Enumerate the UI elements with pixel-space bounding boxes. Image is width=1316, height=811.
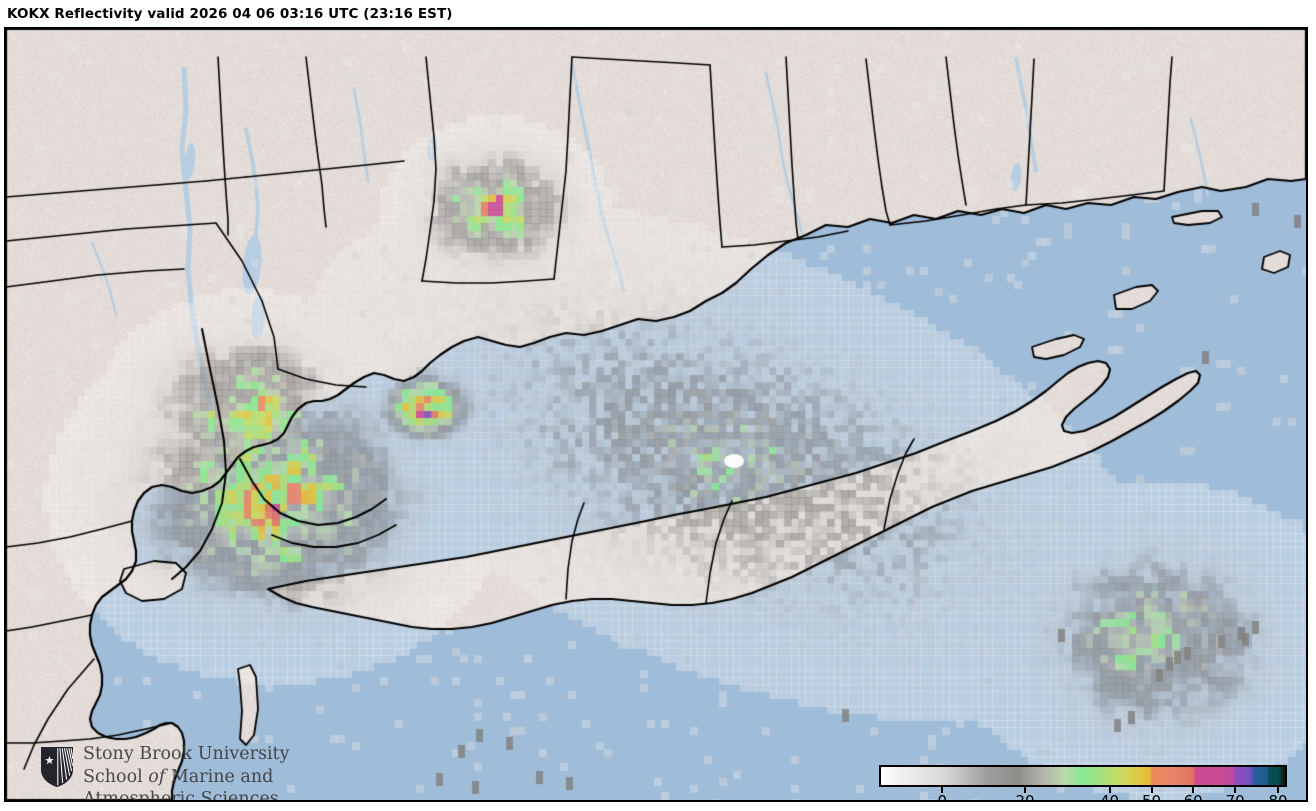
radar-map-canvas[interactable]	[6, 29, 1306, 800]
title-bar: KOKX Reflectivity valid 2026 04 06 03:16…	[0, 0, 1316, 27]
colorbar-tick-label: 80	[1268, 792, 1288, 802]
colorbar-tick	[1150, 787, 1153, 793]
colorbar-tick-labels: 0 20 40 50 60 70 80	[879, 792, 1288, 802]
colorbar-box	[879, 765, 1287, 787]
colorbar-tick	[1192, 787, 1195, 793]
colorbar: 0 20 40 50 60 70 80	[879, 765, 1289, 802]
colorbar-tick-label: 20	[1015, 792, 1035, 802]
page-title: KOKX Reflectivity valid 2026 04 06 03:16…	[7, 5, 453, 22]
map-panel[interactable]: Stony Brook University School of Marine …	[4, 27, 1308, 802]
colorbar-tick	[1234, 787, 1237, 793]
colorbar-tick	[1277, 787, 1280, 793]
colorbar-tick-label: 50	[1141, 792, 1162, 802]
colorbar-tick	[941, 787, 944, 793]
colorbar-tick	[1024, 787, 1027, 793]
colorbar-gradient	[881, 767, 1285, 785]
colorbar-tick-label: 60	[1183, 792, 1203, 802]
colorbar-tick-label: 70	[1225, 792, 1245, 802]
colorbar-tick	[1108, 787, 1111, 793]
colorbar-tick-label: 40	[1099, 792, 1120, 802]
colorbar-ticks	[879, 787, 1287, 793]
colorbar-tick-label: 0	[937, 792, 948, 802]
